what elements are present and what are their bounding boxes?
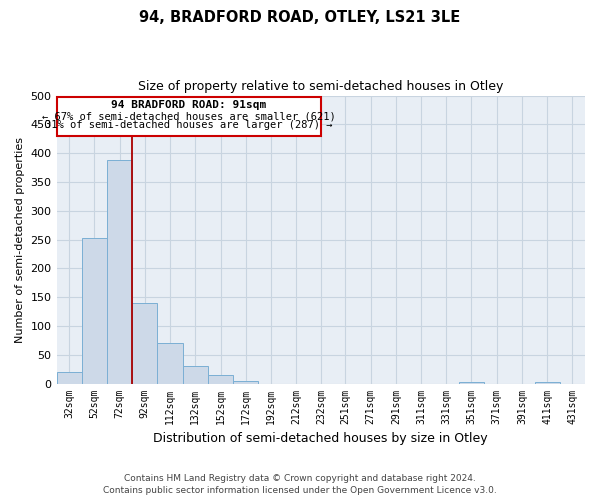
Bar — [208, 375, 233, 384]
Bar — [182, 366, 208, 384]
Bar — [535, 382, 560, 384]
Text: 31% of semi-detached houses are larger (287) →: 31% of semi-detached houses are larger (… — [45, 120, 333, 130]
Bar — [82, 238, 107, 384]
Bar — [157, 343, 182, 384]
Bar — [107, 160, 132, 384]
Text: 94, BRADFORD ROAD, OTLEY, LS21 3LE: 94, BRADFORD ROAD, OTLEY, LS21 3LE — [139, 10, 461, 25]
Y-axis label: Number of semi-detached properties: Number of semi-detached properties — [15, 136, 25, 342]
Text: ← 67% of semi-detached houses are smaller (621): ← 67% of semi-detached houses are smalle… — [42, 111, 336, 121]
Bar — [459, 382, 484, 384]
Bar — [132, 303, 157, 384]
X-axis label: Distribution of semi-detached houses by size in Otley: Distribution of semi-detached houses by … — [154, 432, 488, 445]
Title: Size of property relative to semi-detached houses in Otley: Size of property relative to semi-detach… — [138, 80, 503, 93]
Text: Contains HM Land Registry data © Crown copyright and database right 2024.
Contai: Contains HM Land Registry data © Crown c… — [103, 474, 497, 495]
Bar — [56, 372, 82, 384]
FancyBboxPatch shape — [56, 96, 322, 136]
Text: 94 BRADFORD ROAD: 91sqm: 94 BRADFORD ROAD: 91sqm — [112, 100, 266, 110]
Bar — [233, 380, 259, 384]
